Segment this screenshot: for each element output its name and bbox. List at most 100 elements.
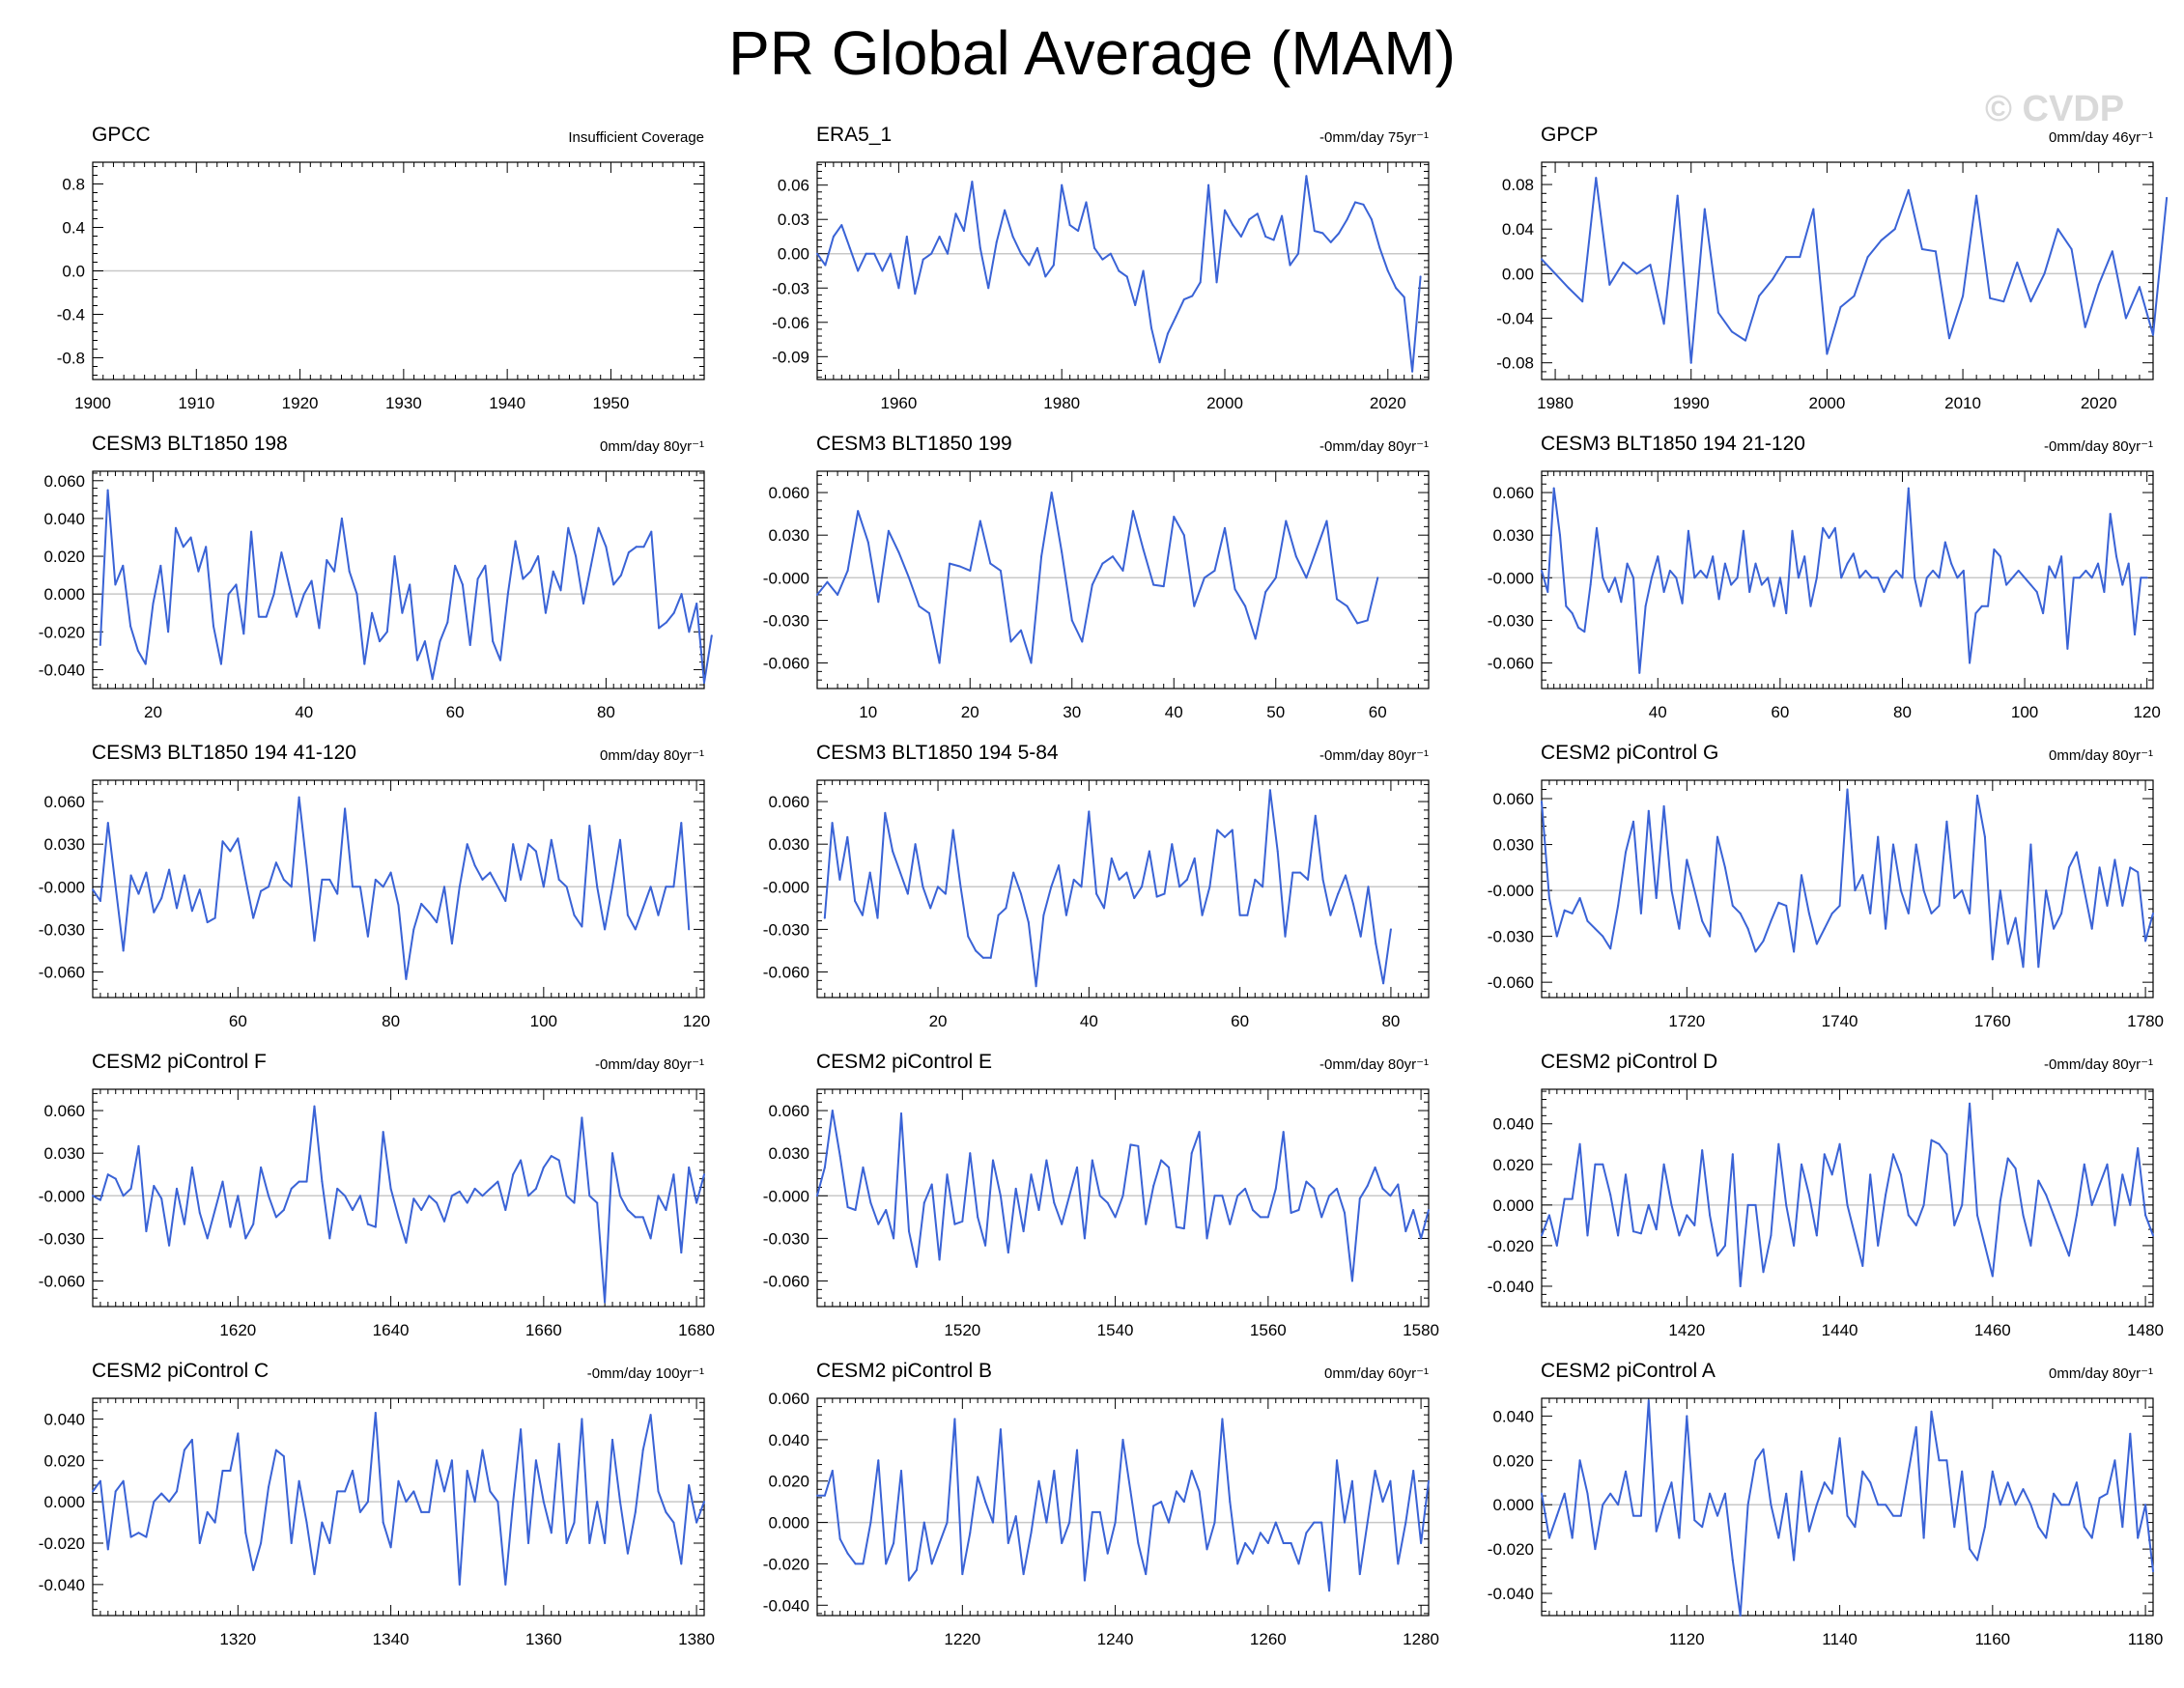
x-tick-label: 20 — [144, 703, 162, 721]
data-point — [1785, 1203, 1788, 1206]
data-point — [221, 840, 224, 843]
data-point — [1858, 577, 1861, 579]
data-point — [1899, 1173, 1902, 1176]
data-point — [962, 230, 965, 233]
data-point — [1852, 552, 1855, 555]
y-tick-label: -0.060 — [1488, 655, 1534, 673]
data-point — [869, 1521, 872, 1524]
data-point — [2029, 843, 2032, 846]
series-points — [823, 789, 1392, 988]
data-point — [846, 1552, 849, 1555]
data-point — [1705, 577, 1708, 579]
data-point — [1676, 194, 1679, 197]
data-point — [405, 977, 408, 980]
data-point — [302, 593, 305, 596]
data-point — [1134, 304, 1137, 307]
data-point — [1762, 940, 1765, 942]
data-point — [840, 224, 843, 227]
data-point — [1345, 874, 1347, 877]
data-point — [1346, 218, 1348, 221]
data-point — [1846, 1203, 1849, 1206]
data-point — [1830, 1173, 1833, 1176]
data-point — [552, 570, 554, 573]
data-point — [198, 1542, 201, 1544]
data-point — [889, 252, 892, 255]
data-point — [428, 911, 431, 914]
data-point — [99, 1479, 101, 1482]
data-point — [1541, 1492, 1543, 1495]
data-point — [2075, 851, 2078, 854]
y-tick-label: -0.000 — [1488, 569, 1534, 587]
data-point — [838, 878, 841, 881]
data-point — [1158, 361, 1161, 364]
chart-title: CESM2 piControl A — [1541, 1360, 1716, 1382]
series-line — [817, 1418, 1430, 1592]
plot-frame — [816, 779, 1430, 999]
chart-panel-15: CESM2 piControl A 0mm/day 80yr⁻¹ 1120 1140 1… — [1488, 1360, 2164, 1648]
series-line — [816, 175, 1422, 373]
data-point — [229, 1470, 232, 1472]
data-point — [611, 1152, 614, 1155]
data-point — [229, 1225, 232, 1228]
data-point — [227, 593, 230, 596]
data-point — [1581, 300, 1584, 303]
data-point — [1281, 214, 1284, 217]
data-point — [634, 1216, 637, 1219]
y-tick-label: -0.040 — [1488, 1585, 1534, 1603]
data-point — [1254, 878, 1257, 881]
x-tick-label: 1720 — [1668, 1012, 1705, 1030]
data-point — [1343, 1521, 1346, 1524]
data-point — [865, 252, 867, 255]
data-point — [267, 886, 269, 888]
data-point — [153, 911, 156, 914]
data-point — [436, 1201, 439, 1204]
data-point — [1930, 1410, 1933, 1413]
data-point — [862, 1562, 865, 1565]
data-point — [313, 1105, 316, 1108]
y-tick-label: -0.060 — [1488, 973, 1534, 992]
data-point — [213, 1209, 216, 1211]
data-point — [1956, 577, 1959, 579]
data-point — [979, 520, 981, 522]
y-tick-label: 0.000 — [768, 1514, 809, 1533]
data-point — [221, 1180, 224, 1183]
data-point — [1742, 529, 1744, 532]
data-point — [250, 530, 253, 533]
data-point — [680, 1562, 683, 1565]
data-point — [650, 530, 653, 533]
x-tick-label: 1960 — [880, 394, 917, 412]
data-point — [282, 1209, 285, 1211]
data-point — [1552, 487, 1555, 490]
data-point — [274, 1449, 277, 1451]
data-point — [688, 1166, 691, 1168]
data-point — [2098, 866, 2101, 869]
data-point — [168, 1244, 171, 1247]
data-point — [446, 621, 449, 624]
data-point — [626, 914, 629, 916]
chart-panel-11: CESM2 piControl E -0mm/day 80yr⁻¹ 1520 1540… — [763, 1051, 1439, 1339]
data-point — [1777, 901, 1780, 904]
data-point — [1252, 1209, 1255, 1211]
data-point — [1205, 1237, 1208, 1240]
data-point — [999, 569, 1002, 572]
data-point — [1793, 950, 1796, 953]
data-point — [1264, 591, 1267, 593]
data-point — [2098, 1497, 2101, 1500]
x-tick-label: 60 — [1231, 1012, 1249, 1030]
plot-frame — [92, 1397, 705, 1617]
data-point — [489, 1490, 492, 1493]
data-point — [1541, 569, 1543, 572]
y-tick-label: 0.040 — [43, 1410, 85, 1428]
chart-panel-12: CESM2 piControl D -0mm/day 80yr⁻¹ 1420 1440… — [1488, 1051, 2164, 1339]
data-point — [1404, 1230, 1407, 1233]
data-point — [412, 1197, 415, 1200]
data-point — [129, 1535, 132, 1538]
data-point — [1770, 919, 1773, 922]
data-point — [2144, 1504, 2147, 1506]
x-tick-label: 20 — [929, 1012, 948, 1030]
data-point — [2042, 612, 2045, 615]
data-point — [296, 615, 298, 618]
data-point — [1785, 612, 1788, 615]
x-tick-label: 2010 — [1944, 394, 1981, 412]
data-point — [1870, 577, 1873, 579]
